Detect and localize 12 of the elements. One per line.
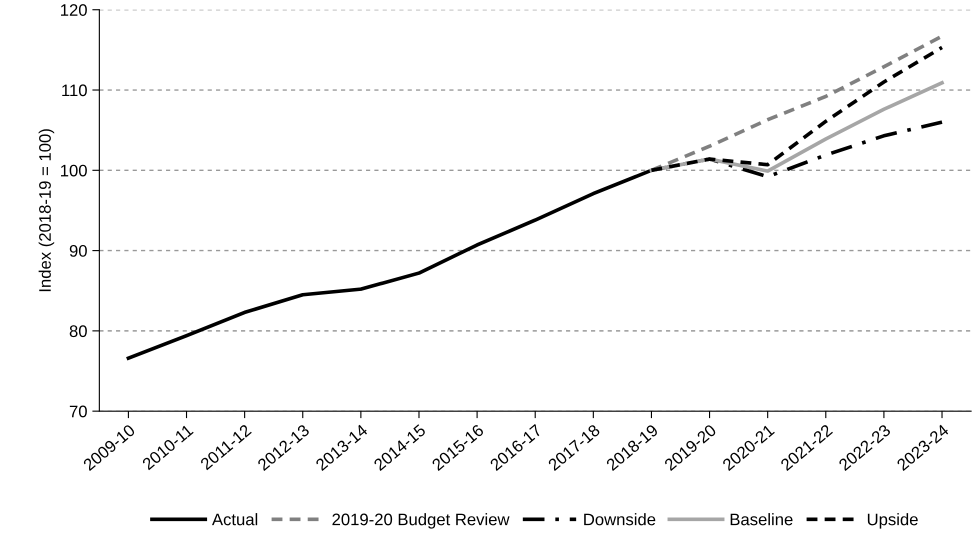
y-tick-label: 70 (70, 406, 87, 418)
legend-label: Baseline (730, 513, 793, 526)
legend-label: 2019-20 Budget Review (332, 513, 510, 529)
legend-label: Upside (868, 513, 918, 529)
y-tick-label: 100 (61, 164, 87, 177)
y-tick-label: 90 (70, 244, 87, 257)
y-axis-title: Index (2018-19 = 100) (38, 129, 54, 292)
legend-label: Actual (212, 513, 258, 526)
y-tick-label: 80 (70, 325, 87, 338)
y-tick-label: 110 (62, 84, 87, 96)
legend-label: Downside (584, 513, 656, 526)
y-tick-label: 120 (61, 4, 87, 16)
